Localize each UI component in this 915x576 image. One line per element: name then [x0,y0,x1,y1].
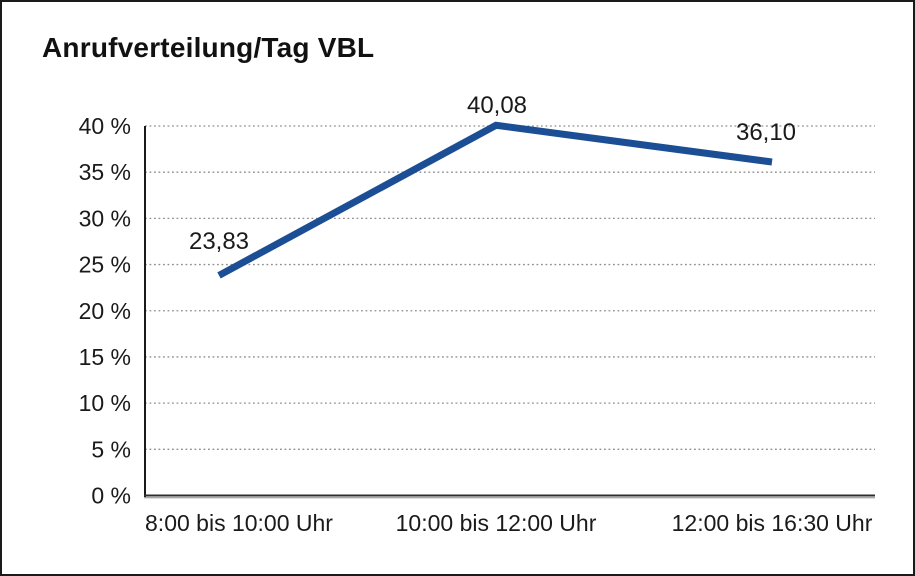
y-tick-label: 25 % [79,252,131,278]
y-tick-label: 5 % [91,436,131,462]
x-tick-label: 8:00 bis 10:00 Uhr [145,510,333,536]
y-tick-label: 0 % [91,483,131,509]
y-tick-label: 30 % [79,205,131,231]
x-tick-label: 10:00 bis 12:00 Uhr [396,510,597,536]
y-tick-label: 20 % [79,298,131,324]
chart-title: Anrufverteilung/Tag VBL [42,32,375,63]
y-tick-label: 15 % [79,344,131,370]
x-tick-label: 12:00 bis 16:30 Uhr [672,510,873,536]
data-label: 23,83 [189,228,249,255]
data-label: 40,08 [467,92,527,119]
series-line [217,121,773,279]
y-tick-label: 40 % [79,113,131,139]
y-tick-label: 35 % [79,159,131,185]
data-label: 36,10 [736,119,796,146]
y-tick-label: 10 % [79,390,131,416]
